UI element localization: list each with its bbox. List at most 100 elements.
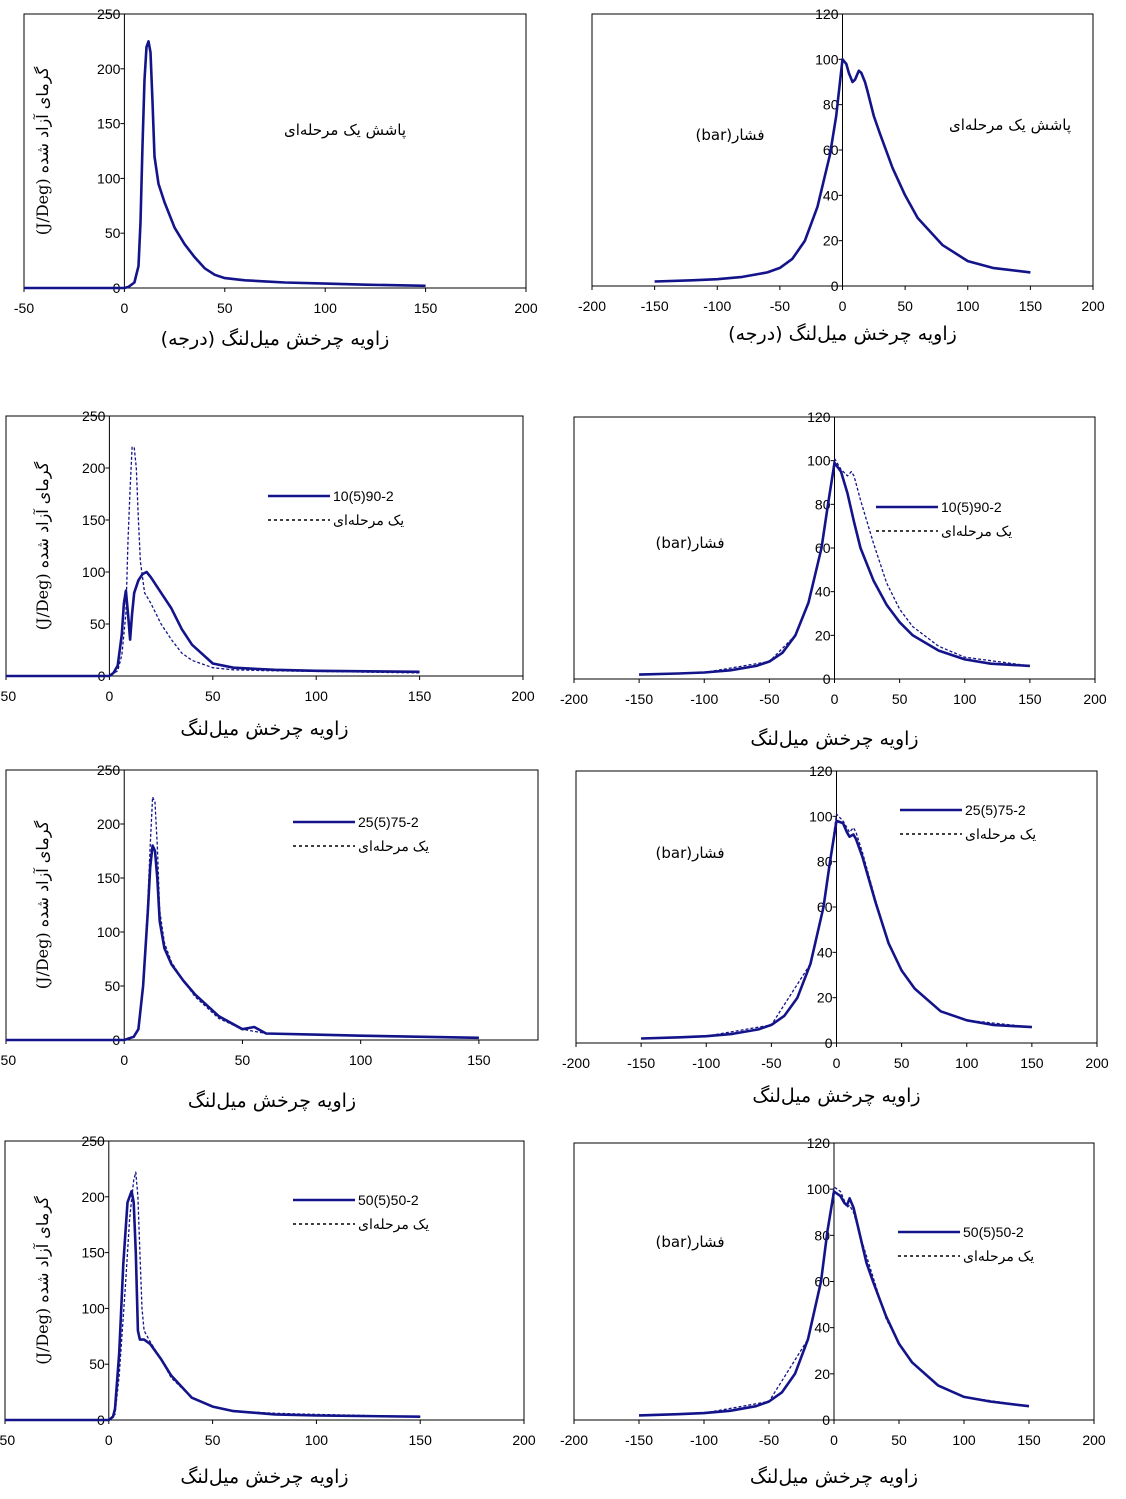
x-tick-label: -50 [759,691,779,707]
y-tick-label: 40 [817,944,833,960]
x-tick-label: 100 [305,1432,329,1448]
x-tick-label: 50 [235,1052,251,1068]
legend-entry: 25(5)75-2 [358,814,419,830]
plot-frame [23,13,527,289]
x-tick-label: 150 [414,300,438,316]
y-tick-label: 20 [815,627,831,643]
series-line-single-stage [6,796,479,1041]
x-tick-label: 150 [409,1432,433,1448]
y-tick-label: 120 [807,409,831,425]
y-axis-label: فشار(bar) [656,1233,725,1251]
y-tick-label: 100 [807,1181,831,1197]
legend-entry: 25(5)75-2 [965,802,1026,818]
plot-frame [5,769,539,1041]
legend-entry: یک مرحله‌ای [941,523,1012,540]
legend-entry: 50(5)50-2 [358,1192,419,1208]
x-axis-label: زاویه چرخش میل‌لنگ [180,718,348,740]
plot-frame [5,415,524,677]
y-tick-label: 0 [822,1412,830,1428]
x-axis-label: زاویه چرخش میل‌لنگ [180,1466,348,1488]
x-axis-label: زاویه چرخش میل‌لنگ [188,1090,356,1112]
y-tick-label: 100 [807,453,831,469]
y-tick-label: 40 [823,187,839,203]
plot-frame [4,1140,525,1421]
x-axis-label: زاویه چرخش میل‌لنگ [750,1466,918,1488]
x-tick-label: 0 [833,1055,841,1071]
legend-entry: 10(5)90-2 [941,499,1002,515]
x-tick-label: -100 [703,298,731,314]
x-tick-label: 150 [408,688,432,704]
x-tick-label: 0 [105,1432,113,1448]
y-tick-label: 250 [97,762,121,778]
chart-annotation: پاشش یک مرحله‌ای [949,116,1071,135]
y-tick-label: 20 [817,990,833,1006]
y-axis-label: گرمای آزاد شده (J/Deg) [32,461,52,630]
legend-entry: یک مرحله‌ای [358,1216,429,1233]
series-line-single-stage [639,457,1030,676]
x-tick-label: -150 [627,1055,655,1071]
y-tick-label: 60 [817,899,833,915]
y-tick-label: 50 [105,225,121,241]
x-tick-label: -200 [560,691,588,707]
x-tick-label: 150 [1018,691,1042,707]
y-tick-label: 150 [81,1245,105,1261]
legend-entry: یک مرحله‌ای [963,1248,1034,1265]
x-tick-label: 200 [1083,691,1107,707]
series-line-split [641,819,1032,1040]
x-tick-label: 100 [349,1052,373,1068]
x-tick-label: 150 [1017,1432,1041,1448]
x-tick-label: 50 [205,1432,221,1448]
x-tick-label: -200 [578,298,606,314]
y-tick-label: 250 [97,6,121,22]
chart-annotation: پاشش یک مرحله‌ای [284,121,406,140]
series-line-split [6,844,479,1042]
x-tick-label: 200 [514,300,538,316]
x-tick-label: 0 [121,300,129,316]
x-tick-label: 0 [120,1052,128,1068]
y-tick-label: 60 [815,540,831,556]
y-tick-label: 0 [825,1035,833,1051]
x-tick-label: 0 [839,298,847,314]
legend-entry: 10(5)90-2 [333,488,394,504]
y-tick-label: 100 [81,1300,105,1316]
y-tick-label: 100 [809,808,833,824]
x-tick-label: 100 [953,691,977,707]
series-line-single-stage [641,813,1032,1040]
y-axis-label: فشار(bar) [656,534,725,552]
y-tick-label: 200 [82,460,106,476]
series-line-split [639,461,1030,676]
x-tick-label: -50 [770,298,790,314]
y-axis-label: گرمای آزاد شده (J/Deg) [32,66,52,235]
x-tick-label: -50 [0,688,16,704]
x-tick-label: 200 [511,688,535,704]
x-tick-label: -150 [641,298,669,314]
series-line-split [24,40,426,290]
y-tick-label: 100 [97,170,121,186]
x-tick-label: -150 [625,691,653,707]
y-tick-label: 50 [90,616,106,632]
series-line-single-stage [5,1171,421,1421]
x-tick-label: 200 [512,1432,536,1448]
y-tick-label: 250 [81,1133,105,1149]
x-tick-label: 50 [894,1055,910,1071]
y-tick-label: 60 [814,1274,830,1290]
x-tick-label: -50 [0,1432,15,1448]
y-axis-label: فشار(bar) [656,844,725,862]
x-tick-label: 100 [956,298,980,314]
y-tick-label: 100 [97,924,121,940]
x-tick-label: 0 [830,1432,838,1448]
y-tick-label: 150 [97,870,121,886]
y-tick-label: 0 [831,278,839,294]
x-tick-label: 100 [952,1432,976,1448]
legend-entry: یک مرحله‌ای [333,512,404,529]
x-tick-label: 50 [892,691,908,707]
legend-entry: یک مرحله‌ای [358,838,429,855]
y-tick-label: 200 [97,61,121,77]
x-tick-label: 150 [1020,1055,1044,1071]
y-axis-label: گرمای آزاد شده (J/Deg) [32,820,52,989]
